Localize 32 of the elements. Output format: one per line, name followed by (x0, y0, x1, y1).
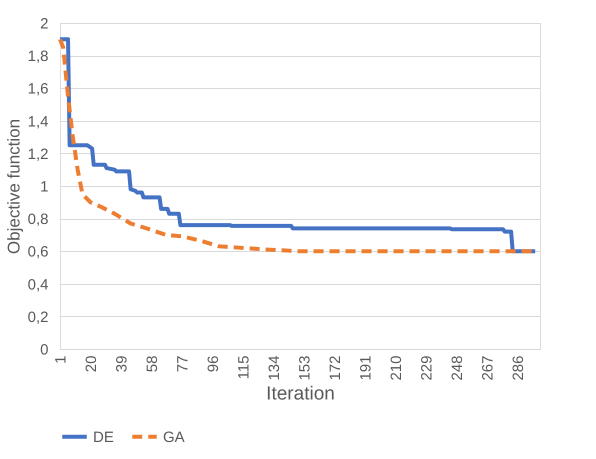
y-tick-label: 1,8 (28, 48, 48, 66)
x-tick-label: 20 (83, 356, 100, 372)
y-tick-label: 2 (40, 16, 48, 32)
x-tick-label: 58 (144, 356, 162, 372)
legend-label: DE (93, 428, 114, 446)
x-tick-label: 96 (205, 356, 222, 372)
x-tick-label: 1 (52, 356, 70, 364)
y-tick-label: 0 (40, 342, 48, 358)
y-tick-label: 1 (40, 178, 48, 196)
y-tick-label: 1,4 (28, 113, 48, 130)
x-tick-label: 39 (114, 356, 131, 372)
x-tick-label: 210 (388, 356, 406, 381)
y-tick-label: 0,4 (28, 276, 48, 294)
x-tick-label: 172 (327, 356, 344, 381)
x-tick-label: 77 (174, 356, 192, 372)
legend-label: GA (163, 428, 185, 446)
x-tick-label: 115 (236, 356, 253, 380)
x-tick-label: 267 (480, 356, 497, 381)
x-tick-label: 248 (449, 356, 466, 381)
x-tick-label: 286 (510, 356, 528, 381)
line-series (58, 37, 538, 254)
x-tick-label: 191 (358, 356, 375, 381)
x-axis-title: Iteration (266, 384, 335, 405)
y-tick-label: 1,2 (28, 146, 48, 163)
x-tick-label: 134 (266, 356, 284, 381)
y-tick-label: 0,2 (28, 308, 48, 326)
y-tick-label: 0,8 (28, 211, 48, 228)
x-tick-label: 229 (418, 356, 436, 381)
y-tick-label: 1,6 (28, 80, 48, 98)
x-tick-label: 153 (296, 356, 314, 381)
y-tick-label: 0,6 (28, 244, 48, 261)
y-axis-title: Objective function (4, 118, 24, 254)
